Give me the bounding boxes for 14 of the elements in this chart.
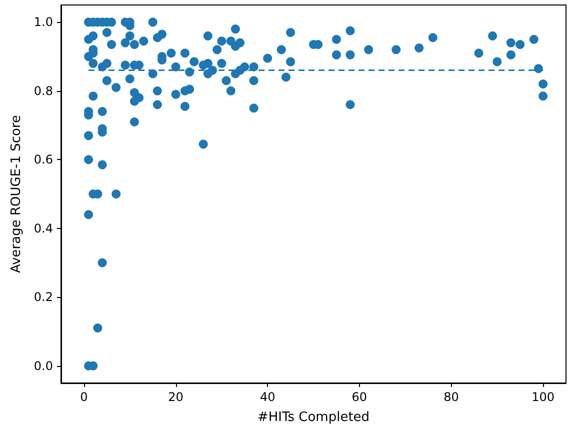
x-tick-label: 0	[80, 390, 88, 404]
y-tick-label: 0.4	[34, 221, 53, 236]
y-tick-label: 1.0	[34, 15, 53, 30]
x-tick-label: 40	[260, 390, 276, 404]
y-tick-label: 0.2	[34, 290, 53, 304]
x-tick-label: 20	[168, 390, 184, 404]
x-axis-title: #HITs Completed	[257, 410, 370, 425]
y-axis-title: Average ROUGE-1 Score	[9, 114, 24, 274]
x-tick-label: 80	[444, 390, 459, 404]
x-tick-label: 100	[532, 390, 554, 404]
y-tick-label: 0.6	[34, 152, 53, 167]
y-tick-label: 0.8	[34, 84, 53, 98]
y-tick-label: 0.0	[34, 358, 53, 373]
x-tick-label: 60	[352, 390, 368, 404]
